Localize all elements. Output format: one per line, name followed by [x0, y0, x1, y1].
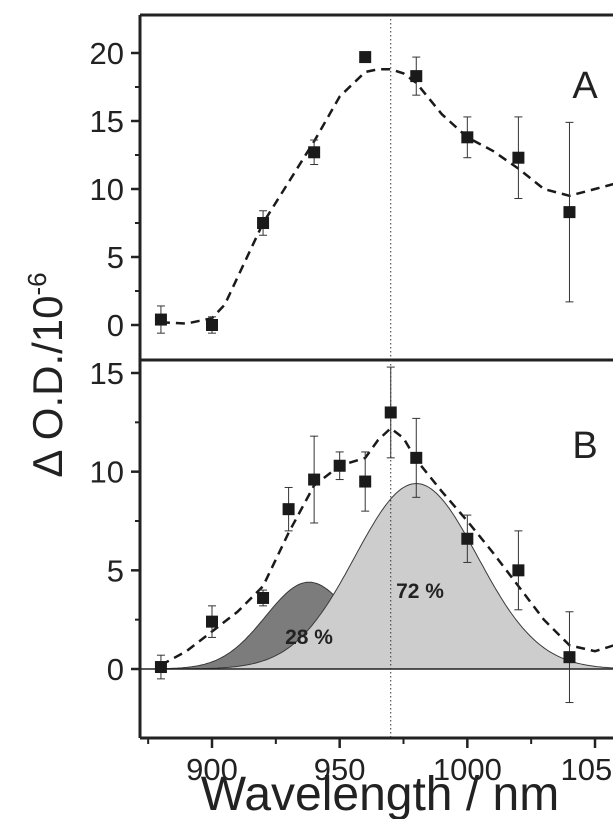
panel-b-data-point: [512, 564, 525, 577]
text-layer: A B 28 % 72 % Wavelength / nm Δ O.D./10-…: [22, 65, 598, 819]
panel-a-data-point: [257, 217, 270, 229]
component-label-28: 28 %: [285, 626, 333, 649]
panel-a-fit-curve: [160, 68, 613, 325]
panel-a-ytick-label-5: 5: [107, 240, 124, 275]
component-area-2: [155, 482, 613, 670]
panel-b-ytick-label-10: 10: [90, 455, 124, 490]
component-label-72: 72 %: [396, 580, 444, 603]
panel-b-data-point: [257, 591, 270, 604]
panel-b-data-point: [154, 661, 167, 674]
panel-b-data-point: [384, 406, 397, 419]
panel-a-data-point: [359, 51, 372, 64]
panel-b-data-point: [410, 451, 423, 464]
panel-a-data-point: [512, 151, 525, 164]
panel-a-data-point: [563, 206, 576, 219]
panel-a-data-point: [461, 131, 474, 144]
panel-a-data-point: [206, 319, 218, 331]
panel-b-fit-curve: [160, 426, 613, 667]
panel-a-ytick-label-20: 20: [90, 36, 124, 71]
component-fills: [155, 482, 613, 670]
panel-b-data-point: [206, 615, 218, 628]
panel-b-data-point: [359, 475, 372, 488]
panel-a-ytick-label-0: 0: [107, 308, 124, 343]
x-axis-label: Wavelength / nm: [201, 768, 559, 819]
panel-a-data-point: [410, 70, 423, 83]
xtick-label-1050: 1050: [561, 752, 613, 787]
y-axis-label: Δ O.D./10-6: [22, 272, 71, 477]
y-axis-label-main: Δ O.D./10: [24, 295, 71, 477]
axes: 0 5 10 15 20 0 5 10 15 900 950 1000 1050: [90, 13, 613, 787]
panel-b-data-point: [282, 503, 295, 516]
xtick-label-1000: 1000: [433, 752, 502, 787]
xtick-label-950: 950: [314, 752, 366, 787]
panel-b-data-point: [461, 532, 474, 545]
panel-b-ytick-label-0: 0: [107, 652, 124, 687]
data-layer: [154, 51, 613, 704]
panel-b-data-point: [563, 651, 576, 664]
panel-label-a: A: [572, 65, 598, 107]
panel-b-data-point: [333, 459, 346, 472]
panel-b-data-point: [308, 473, 321, 486]
panel-a-data-point: [154, 313, 167, 326]
panel-a-ytick-label-10: 10: [90, 172, 124, 207]
y-axis-label-exponent: -6: [22, 272, 52, 295]
panel-b-ytick-label-15: 15: [90, 356, 124, 391]
panel-a-data-point: [308, 146, 321, 159]
panel-a-ytick-label-15: 15: [90, 104, 124, 139]
panel-b-ytick-label-5: 5: [107, 553, 124, 588]
xtick-label-900: 900: [186, 752, 238, 787]
panel-label-b: B: [572, 425, 597, 467]
